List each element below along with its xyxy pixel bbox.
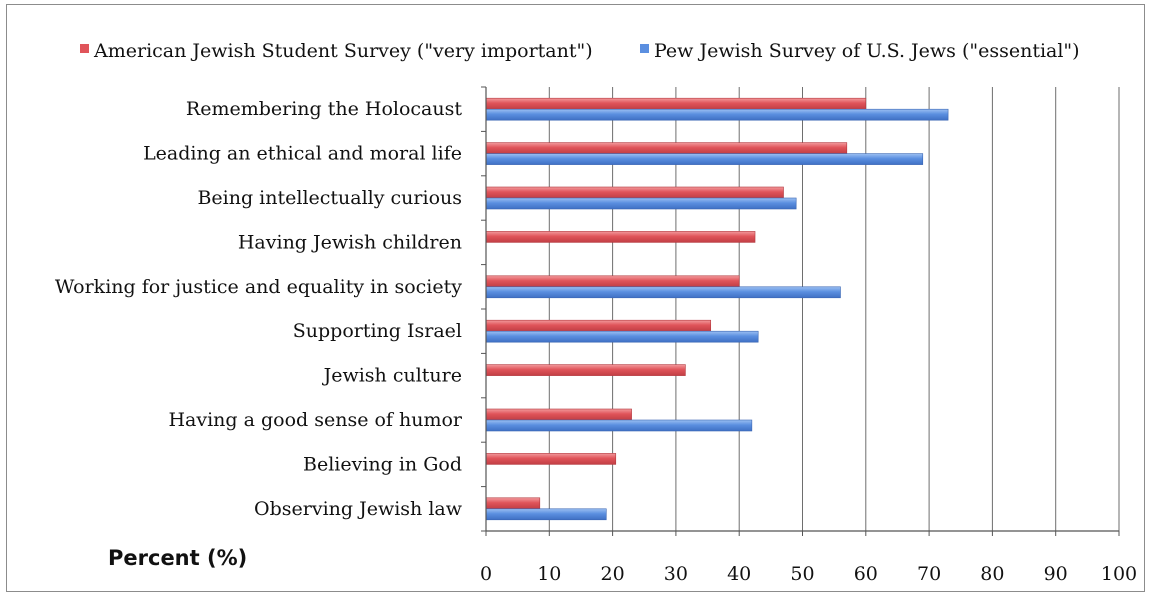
bar-series-2-cat-1 [485, 108, 949, 121]
category-labels: Remembering the Holocaust Leading an ethi… [55, 98, 463, 520]
category-label: Leading an ethical and moral life [143, 143, 462, 165]
bar-series-2-cat-3 [485, 197, 797, 210]
bar-series-1-cat-5 [485, 275, 740, 288]
category-label: Having a good sense of humor [168, 409, 462, 431]
category-label: Supporting Israel [293, 320, 462, 342]
x-tick-label: 90 [1044, 563, 1068, 585]
legend-label-series-1: American Jewish Student Survey ("very im… [93, 40, 593, 62]
category-label: Jewish culture [322, 365, 462, 387]
category-label: Observing Jewish law [254, 498, 463, 520]
bar-series-1-cat-7 [485, 364, 686, 376]
legend-swatch-series-1 [80, 44, 89, 53]
axes [481, 86, 1120, 536]
x-tick-label: 60 [854, 563, 878, 585]
x-tick-label: 80 [980, 563, 1004, 585]
bar-series-2-cat-5 [485, 286, 841, 299]
bar-series-1-cat-6 [485, 319, 712, 332]
x-tick-label: 100 [1101, 563, 1137, 585]
bar-series-1-cat-9 [485, 453, 617, 465]
legend-swatch-series-2 [640, 44, 649, 53]
x-tick-label: 40 [727, 563, 751, 585]
bar-series-1-cat-2 [485, 142, 848, 154]
category-label: Believing in God [303, 453, 462, 475]
x-tick-label: 50 [790, 563, 814, 585]
x-tick-label: 10 [537, 563, 561, 585]
bar-series-2-cat-2 [485, 153, 924, 165]
x-axis-title: Percent (%) [108, 546, 247, 570]
category-label: Remembering the Holocaust [186, 98, 462, 120]
tick-labels: 0 10 20 30 40 50 60 70 80 90 100 [480, 563, 1137, 585]
bar-series-1-cat-3 [485, 186, 784, 199]
bars [485, 97, 949, 521]
x-tick-label: 0 [480, 563, 492, 585]
category-label: Having Jewish children [238, 231, 462, 253]
bar-series-1-cat-10 [485, 497, 541, 510]
category-label: Being intellectually curious [197, 187, 462, 209]
category-label: Working for justice and equality in soci… [55, 276, 462, 298]
x-tick-label: 20 [601, 563, 625, 585]
bar-series-1-cat-8 [485, 408, 632, 421]
bar-series-2-cat-8 [485, 419, 753, 432]
legend-label-series-2: Pew Jewish Survey of U.S. Jews ("essenti… [654, 40, 1080, 62]
legend: American Jewish Student Survey ("very im… [80, 40, 1080, 62]
bar-series-2-cat-6 [485, 330, 759, 343]
bar-series-1-cat-1 [485, 97, 867, 110]
bar-series-1-cat-4 [485, 231, 756, 243]
x-tick-label: 70 [917, 563, 941, 585]
bar-series-2-cat-10 [485, 508, 607, 521]
x-tick-label: 30 [664, 563, 688, 585]
